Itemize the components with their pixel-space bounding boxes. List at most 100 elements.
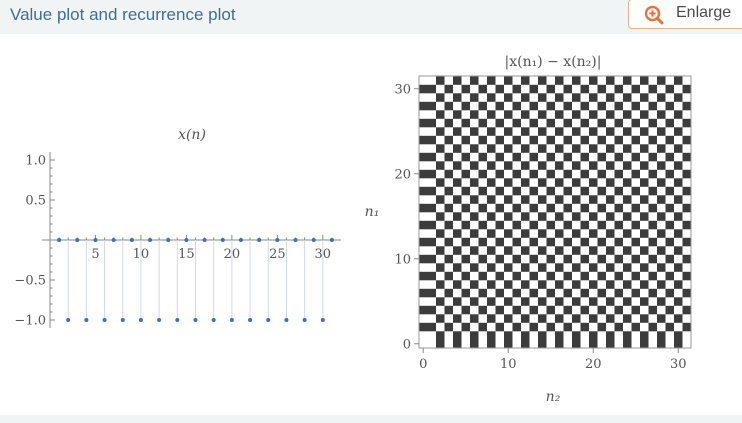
heatmap-cell [504, 152, 513, 162]
heatmap-cell [495, 135, 505, 145]
heatmap-cell [521, 152, 530, 162]
heatmap-cell [614, 220, 624, 230]
heatmap-cell [521, 84, 530, 94]
heatmap-cell [640, 331, 649, 340]
heatmap-cell [444, 229, 454, 238]
heatmap-cell [572, 220, 581, 230]
y-tick-label: 1.0 [25, 154, 46, 169]
heatmap-cell [580, 144, 590, 153]
heatmap-cell [538, 135, 547, 145]
heatmap-cell [453, 263, 462, 272]
heatmap-cell [589, 93, 598, 102]
heatmap-cell [606, 101, 615, 111]
heatmap-cell [478, 263, 488, 272]
heatmap-cell [580, 186, 590, 196]
heatmap-cell [614, 101, 624, 111]
heatmap-cell [572, 118, 581, 128]
heatmap-cell [546, 161, 556, 170]
heatmap-cell [589, 339, 598, 349]
heatmap-cell [495, 84, 505, 94]
heatmap-cell [614, 271, 624, 281]
heatmap-cell [529, 178, 539, 187]
heatmap-cell [436, 280, 445, 289]
heatmap-cell [589, 288, 598, 298]
heatmap-cell [648, 305, 658, 315]
heatmap-cell [665, 288, 675, 298]
heatmap-cell [470, 297, 479, 306]
heatmap-cell [495, 127, 505, 136]
heatmap-cell [640, 178, 649, 187]
data-point [102, 318, 107, 322]
heatmap-cell [444, 186, 454, 196]
heatmap-cell [555, 297, 564, 306]
heatmap-cell [682, 93, 692, 102]
heatmap-cell [563, 118, 573, 128]
heatmap-cell [682, 288, 692, 298]
heatmap-cell [614, 229, 624, 238]
heatmap-cell [682, 161, 692, 170]
heatmap-cell [538, 331, 547, 340]
heatmap-cell [512, 271, 522, 281]
heatmap-cell [512, 127, 522, 136]
heatmap-cell [657, 169, 666, 179]
heatmap-cell [427, 314, 437, 323]
heatmap-cell [487, 263, 496, 272]
heatmap-cell [623, 339, 632, 349]
heatmap-cell [657, 288, 666, 298]
heatmap-cell [538, 305, 547, 315]
heatmap-cell [512, 305, 522, 315]
heatmap-cell [444, 314, 454, 323]
heatmap-cell [623, 195, 632, 204]
heatmap-cell [657, 110, 666, 119]
heatmap-cell [504, 288, 513, 298]
heatmap-cell [555, 271, 564, 281]
heatmap-cell [665, 246, 675, 255]
heatmap-cell [495, 152, 505, 162]
enlarge-button[interactable]: Enlarge [628, 0, 742, 29]
heatmap-cell [606, 305, 615, 315]
heatmap-cell [529, 169, 539, 179]
heatmap-cell [529, 237, 539, 247]
heatmap-cell [419, 280, 428, 289]
heatmap-cell [444, 246, 454, 255]
data-point [57, 238, 62, 242]
heatmap-cell [580, 127, 590, 136]
data-point [220, 238, 225, 242]
heatmap-cell [631, 305, 641, 315]
heatmap-cell [495, 322, 505, 332]
heatmap-cell [538, 144, 547, 153]
heatmap-cell [631, 178, 641, 187]
heatmap-cell [623, 237, 632, 247]
heatmap-cell [589, 127, 598, 136]
x-tick-label: 10 [133, 247, 150, 262]
heatmap-cell [478, 186, 488, 196]
heatmap-cell [563, 314, 573, 323]
heatmap-cell [521, 339, 530, 349]
heatmap-cell [504, 127, 513, 136]
heatmap-cell [606, 220, 615, 230]
heatmap-cell [546, 144, 556, 153]
heatmap-cell [504, 339, 513, 349]
heatmap-cell [427, 220, 437, 230]
heatmap-cell [657, 297, 666, 306]
heatmap-cell [682, 152, 692, 162]
heatmap-cell [657, 263, 666, 272]
heatmap-cell [580, 229, 590, 238]
heatmap-cell [504, 322, 513, 332]
heatmap-cell [453, 314, 462, 323]
heatmap-cell [487, 254, 496, 264]
heatmap-cell [563, 161, 573, 170]
heatmap-cell [665, 339, 675, 349]
heatmap-cell [665, 186, 675, 196]
heatmap-cell [504, 271, 513, 281]
heatmap-cell [495, 237, 505, 247]
heatmap-cell [461, 220, 471, 230]
heatmap-cell [597, 76, 607, 85]
heatmap-cell [682, 178, 692, 187]
heatmap-cell [657, 254, 666, 264]
heatmap-cell [580, 195, 590, 204]
heatmap-cell [572, 237, 581, 247]
heatmap-cell [504, 254, 513, 264]
heatmap-cell [487, 322, 496, 332]
heatmap-cell [640, 93, 649, 102]
